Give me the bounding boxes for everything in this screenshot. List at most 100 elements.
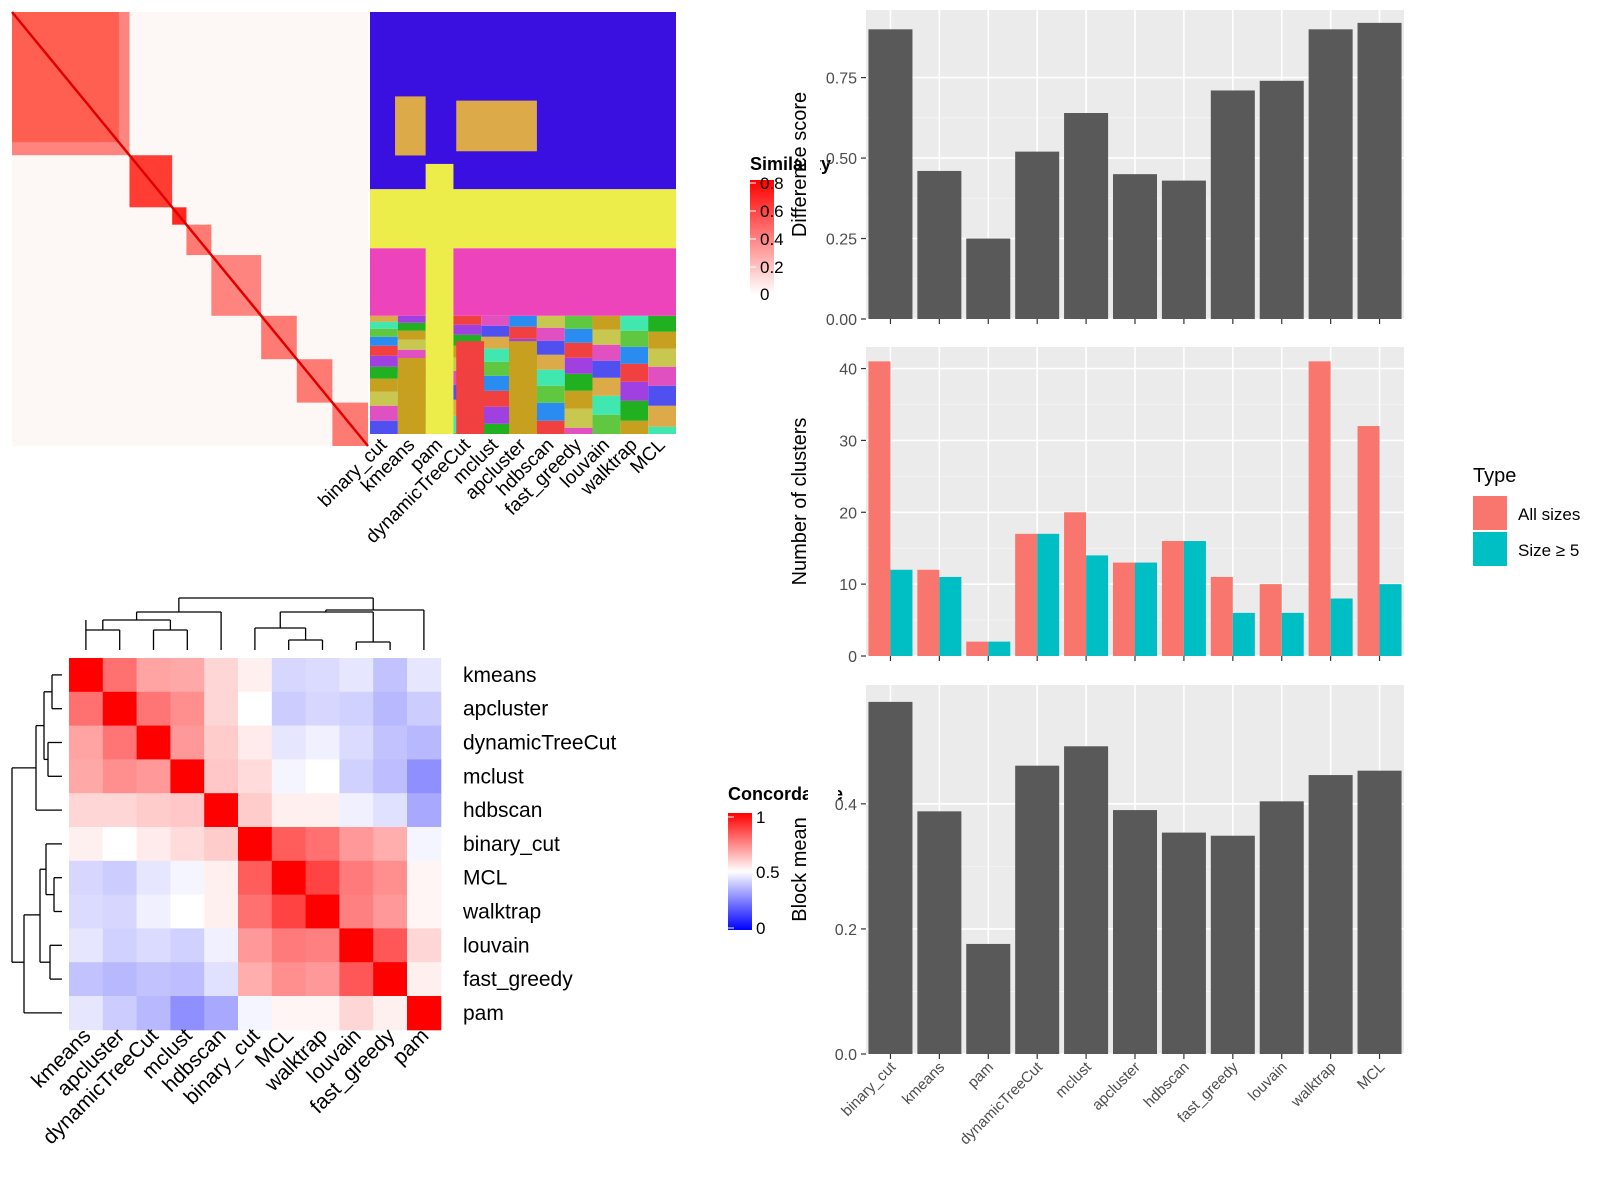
class-cell [370, 345, 398, 356]
class-cell [481, 325, 510, 337]
concordance-cell [69, 962, 104, 997]
bar [1210, 576, 1233, 656]
concordance-cell [204, 827, 239, 862]
class-cell [453, 334, 482, 346]
bar [917, 569, 940, 656]
class-cell [536, 420, 565, 434]
class-block [509, 341, 537, 434]
bar [1308, 29, 1353, 319]
class-cell [648, 385, 676, 406]
class-cell [397, 339, 426, 350]
concordance-cell [102, 793, 138, 828]
concordance-cell [238, 691, 273, 727]
concordance-cell [305, 827, 340, 862]
concordance-cell [102, 691, 138, 727]
y-axis-label: Number of clusters [789, 418, 811, 586]
concordance-cell [271, 996, 307, 1031]
y-tick-label: 40 [839, 362, 857, 379]
class-cell [620, 400, 649, 421]
class-cell [536, 315, 565, 328]
concordance-row-label: apcluster [463, 698, 548, 721]
class-cell [564, 427, 593, 434]
similarity-legend-bar [750, 180, 774, 294]
concordance-cell [407, 658, 442, 693]
bar [917, 170, 962, 319]
concordance-cell [136, 996, 171, 1031]
class-block [395, 96, 426, 156]
concordance-cell [339, 827, 374, 862]
concordance-cell [339, 928, 374, 963]
class-cell [397, 349, 426, 361]
cluster-assignment-heatmap [370, 12, 676, 435]
bar [1161, 180, 1206, 319]
class-block [456, 100, 537, 152]
concordance-cell [136, 928, 171, 963]
concordance-row-label: binary_cut [463, 833, 560, 856]
concordance-cell [407, 827, 442, 862]
class-cell [509, 326, 537, 339]
bar [1112, 810, 1158, 1054]
similarity-tick-label: 0.4 [760, 230, 784, 249]
bar [1259, 80, 1304, 319]
concordance-cell [339, 759, 374, 794]
y-tick-label: 20 [839, 505, 857, 522]
bar [939, 576, 962, 656]
concordance-cell [271, 725, 307, 760]
concordance-legend-ticks: 10.50 [728, 808, 780, 938]
concordance-cell [136, 827, 171, 862]
concordance-cell [69, 725, 104, 760]
bar [1183, 541, 1206, 656]
cluster-assignment-column-labels: binary_cutkmeanspamdynamicTreeCutmclusta… [315, 434, 670, 547]
x-tick-label: binary_cut [838, 1058, 900, 1120]
concordance-cell [204, 793, 239, 828]
concordance-column-label: pam [388, 1024, 433, 1069]
bar [1259, 584, 1282, 656]
concordance-cell [407, 996, 442, 1031]
concordance-cell [305, 894, 340, 929]
bar [1259, 801, 1304, 1054]
concordance-cell [339, 996, 374, 1031]
bar [1161, 541, 1184, 656]
type-legend-title: Type [1473, 465, 1516, 487]
concordance-cell [69, 793, 104, 828]
class-cell [564, 408, 593, 428]
class-cell [536, 369, 565, 386]
similarity-diagonal [11, 11, 369, 447]
number-of-clusters-chart: 0 10 20 30 40 Number of clusters [789, 347, 1404, 666]
class-column-pam [425, 163, 454, 435]
concordance-cell [238, 860, 273, 896]
concordance-cell [136, 894, 171, 929]
concordance-cell [271, 793, 307, 828]
similarity-tick-label: 0 [760, 285, 769, 304]
concordance-cell [136, 658, 171, 693]
class-cell [370, 328, 398, 337]
concordance-cell [204, 725, 239, 760]
bar [966, 641, 989, 656]
concordance-cell [271, 928, 307, 963]
concordance-cell [373, 691, 408, 727]
bar [1064, 113, 1109, 319]
concordance-cell [69, 928, 104, 963]
class-cell [481, 390, 510, 407]
bar [1281, 612, 1304, 656]
concordance-cell [339, 793, 374, 828]
concordance-cell [373, 996, 408, 1031]
bar [1210, 835, 1255, 1054]
concordance-cell [373, 793, 408, 828]
class-cell [620, 381, 649, 401]
y-tick-label: 0.75 [826, 71, 857, 88]
concordance-cell [204, 860, 239, 896]
class-cell [620, 363, 649, 382]
class-cell [370, 321, 398, 329]
class-cell [564, 328, 593, 343]
y-tick-label: 0.0 [835, 1047, 857, 1064]
class-cell [481, 406, 510, 424]
concordance-cell [170, 928, 205, 963]
concordance-cell [271, 894, 307, 929]
class-cell [453, 324, 482, 335]
concordance-cell [407, 928, 442, 963]
concordance-cell [305, 793, 340, 828]
bar [1161, 832, 1206, 1054]
concordance-tick-label: 0.5 [756, 863, 780, 882]
